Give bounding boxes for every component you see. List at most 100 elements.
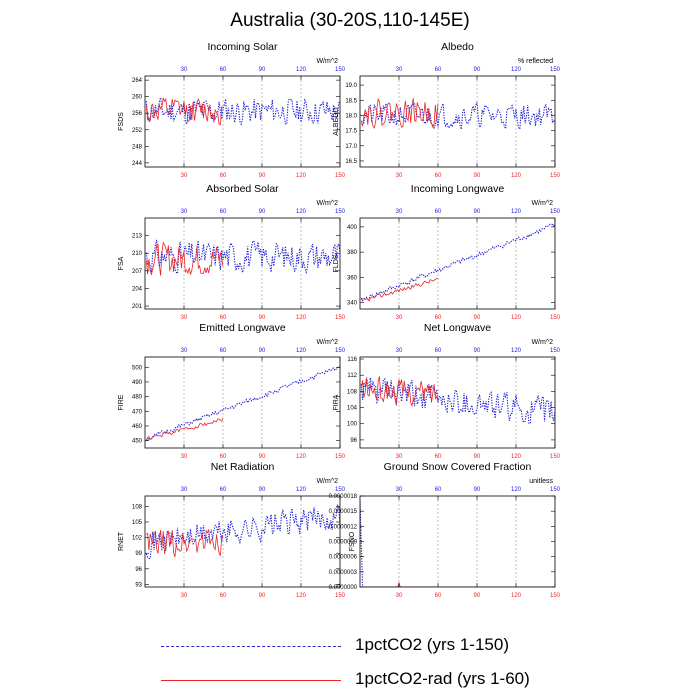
legend-swatch-b <box>161 680 341 681</box>
panel-units: % reflected <box>518 58 553 65</box>
y-tick-label: 105 <box>132 520 143 526</box>
x-tick-label-bottom: 90 <box>259 315 266 321</box>
x-tick-label-bottom: 60 <box>435 315 442 321</box>
x-tick-label-top: 150 <box>550 209 561 215</box>
y-tick-label: 490 <box>132 380 143 386</box>
series-line-1pctco2-rad <box>361 277 439 302</box>
y-tick-label: 470 <box>132 409 143 415</box>
x-tick-label-bottom: 60 <box>220 315 227 321</box>
x-tick-label-bottom: 120 <box>511 173 522 179</box>
panel-title: Incoming Solar <box>207 41 278 53</box>
y-tick-label: 0.0000015 <box>329 509 358 515</box>
x-tick-label-bottom: 30 <box>396 593 403 599</box>
x-tick-label-bottom: 30 <box>396 173 403 179</box>
y-tick-label: 360 <box>347 275 358 281</box>
y-tick-label: 201 <box>132 304 143 310</box>
legend-swatch-a <box>161 646 341 647</box>
y-axis-label: ALBEDO <box>333 107 340 136</box>
panel-fira: Net Longwave W/m^2 96 100 104 108 112 116 30 30 60… <box>333 322 561 460</box>
x-tick-label-bottom: 120 <box>511 593 522 599</box>
panel-title: Net Radiation <box>211 461 275 473</box>
x-tick-label-bottom: 120 <box>296 593 307 599</box>
panel-rnet: Net Radiation W/m^2 93 96 99 102 105 108 30 30 60 6… <box>118 461 346 599</box>
series-line-1pctco2-rad <box>360 97 439 130</box>
x-tick-label-bottom: 90 <box>474 454 481 460</box>
y-tick-label: 99 <box>135 551 142 557</box>
x-tick-label-top: 90 <box>259 209 266 215</box>
y-tick-label: 0.0000003 <box>329 570 358 576</box>
x-tick-label-bottom: 150 <box>550 315 561 321</box>
panel-units: W/m^2 <box>316 200 338 207</box>
x-tick-label-top: 60 <box>435 348 442 354</box>
x-tick-label-bottom: 150 <box>335 454 346 460</box>
x-tick-label-top: 120 <box>511 487 522 493</box>
y-tick-label: 210 <box>132 251 143 257</box>
y-tick-label: 16.5 <box>345 159 357 165</box>
y-tick-label: 0.0000006 <box>329 555 358 561</box>
x-tick-label-top: 120 <box>296 209 307 215</box>
x-tick-label-top: 60 <box>435 67 442 73</box>
series-line-1pctco2-rad <box>145 241 224 276</box>
series-line-1pctco2 <box>360 101 555 131</box>
y-axis-label: FSDS <box>118 112 125 131</box>
y-tick-label: 102 <box>132 536 143 542</box>
x-tick-label-top: 60 <box>220 67 227 73</box>
plot-frame <box>359 217 556 310</box>
x-tick-label-top: 90 <box>259 348 266 354</box>
x-tick-label-bottom: 60 <box>435 454 442 460</box>
x-tick-label-top: 150 <box>335 209 346 215</box>
x-tick-label-top: 30 <box>181 487 188 493</box>
figure-title: Australia (30-20S,110-145E) <box>230 10 470 31</box>
panel-units: W/m^2 <box>531 339 553 346</box>
y-tick-label: 213 <box>132 234 143 240</box>
y-axis-label: FSA <box>118 256 125 270</box>
y-axis-label: FIRE <box>118 394 125 410</box>
y-tick-label: 204 <box>132 286 143 292</box>
x-tick-label-bottom: 30 <box>396 315 403 321</box>
y-tick-label: 18.0 <box>345 113 357 119</box>
x-tick-label-top: 120 <box>296 67 307 73</box>
y-tick-label: 450 <box>132 439 143 445</box>
legend-item-a: 1pctCO2 (yrs 1-150) <box>155 634 575 660</box>
x-tick-label-top: 60 <box>220 348 227 354</box>
plot-frame <box>359 75 556 168</box>
x-tick-label-top: 150 <box>335 487 346 493</box>
y-tick-label: 260 <box>132 95 143 101</box>
x-tick-label-bottom: 150 <box>335 173 346 179</box>
series-line-1pctco2 <box>146 365 340 442</box>
plot-frame <box>359 495 556 588</box>
x-tick-label-top: 30 <box>396 487 403 493</box>
x-tick-label-top: 30 <box>181 348 188 354</box>
x-tick-label-top: 90 <box>259 67 266 73</box>
panel-title: Ground Snow Covered Fraction <box>384 461 532 473</box>
y-tick-label: 380 <box>347 250 358 256</box>
series-line-1pctco2-rad <box>361 581 438 587</box>
x-tick-label-top: 120 <box>511 348 522 354</box>
y-tick-label: 248 <box>132 144 143 150</box>
x-tick-label-bottom: 150 <box>335 593 346 599</box>
x-tick-label-bottom: 90 <box>259 173 266 179</box>
x-tick-label-bottom: 120 <box>296 173 307 179</box>
y-tick-label: 19.0 <box>345 83 357 89</box>
x-tick-label-bottom: 120 <box>511 315 522 321</box>
y-tick-label: 256 <box>132 111 143 117</box>
x-tick-label-bottom: 30 <box>181 454 188 460</box>
panel-albedo: Albedo % reflected 16.5 17.0 17.5 18.0 18.5 19.… <box>333 41 561 179</box>
x-tick-label-bottom: 90 <box>474 315 481 321</box>
y-tick-label: 252 <box>132 128 143 134</box>
panel-fsds: Incoming Solar W/m^2 244 248 252 256 260 264 30 3… <box>118 41 346 179</box>
y-tick-label: 17.0 <box>345 144 357 150</box>
x-tick-label-bottom: 30 <box>181 315 188 321</box>
series-line-1pctco2 <box>360 377 555 425</box>
x-tick-label-bottom: 150 <box>335 315 346 321</box>
y-tick-label: 400 <box>347 225 358 231</box>
x-tick-label-top: 30 <box>181 67 188 73</box>
panel-title: Incoming Longwave <box>411 183 505 195</box>
x-tick-label-bottom: 120 <box>296 454 307 460</box>
x-tick-label-bottom: 90 <box>259 454 266 460</box>
legend-item-b: 1pctCO2-rad (yrs 1-60) <box>155 668 575 694</box>
y-tick-label: 108 <box>132 504 143 510</box>
x-tick-label-bottom: 150 <box>550 593 561 599</box>
x-tick-label-top: 60 <box>220 487 227 493</box>
